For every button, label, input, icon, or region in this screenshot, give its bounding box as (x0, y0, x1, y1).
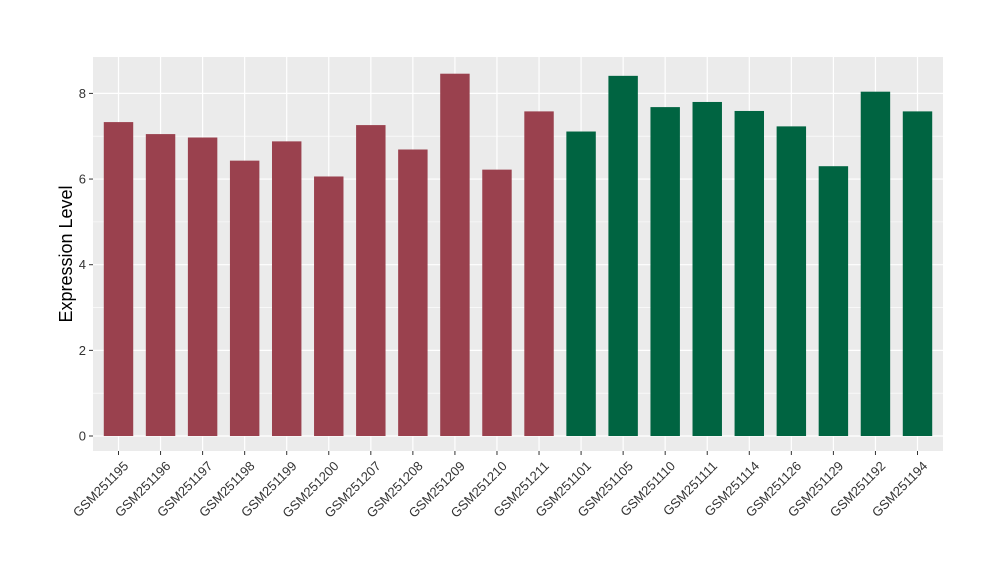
bar-GSM251207 (356, 125, 386, 437)
bar-GSM251110 (650, 107, 680, 437)
bar-GSM251114 (734, 110, 765, 437)
bar-GSM251111 (692, 101, 722, 437)
y-axis: 0 2 4 6 8 (79, 86, 93, 444)
bar-GSM251199 (271, 141, 302, 437)
bar-GSM251208 (398, 149, 428, 437)
y-tick-label: 2 (79, 343, 86, 358)
y-tick-label: 6 (79, 172, 86, 187)
bar-GSM251210 (482, 169, 512, 437)
bar-GSM251126 (776, 126, 807, 437)
y-tick-label: 8 (79, 86, 86, 101)
bar-GSM251211 (524, 111, 554, 437)
bar-GSM251198 (229, 160, 260, 437)
y-tick-label: 0 (79, 429, 86, 444)
bar-GSM251192 (860, 91, 891, 437)
y-axis-title: Expression Level (56, 185, 76, 322)
bar-GSM251200 (314, 176, 344, 437)
bar-GSM251129 (818, 166, 849, 437)
bar-GSM251101 (566, 131, 596, 437)
y-tick-label: 4 (79, 257, 86, 272)
bar-GSM251194 (902, 111, 933, 437)
bar-GSM251196 (145, 134, 176, 437)
plot-panel (93, 57, 943, 451)
bar-GSM251209 (440, 73, 470, 437)
bars-group (103, 73, 933, 437)
bar-GSM251197 (187, 137, 218, 437)
bar-GSM251195 (103, 122, 134, 437)
bar-GSM251105 (608, 75, 638, 437)
x-axis: GSM251195GSM251196GSM251197GSM251198GSM2… (70, 451, 930, 521)
